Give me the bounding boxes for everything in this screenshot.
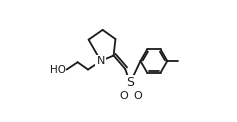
Text: S: S [126,76,134,89]
Text: O: O [119,91,128,101]
Text: N: N [97,56,105,66]
Text: HO: HO [50,65,66,75]
Text: O: O [133,91,142,101]
